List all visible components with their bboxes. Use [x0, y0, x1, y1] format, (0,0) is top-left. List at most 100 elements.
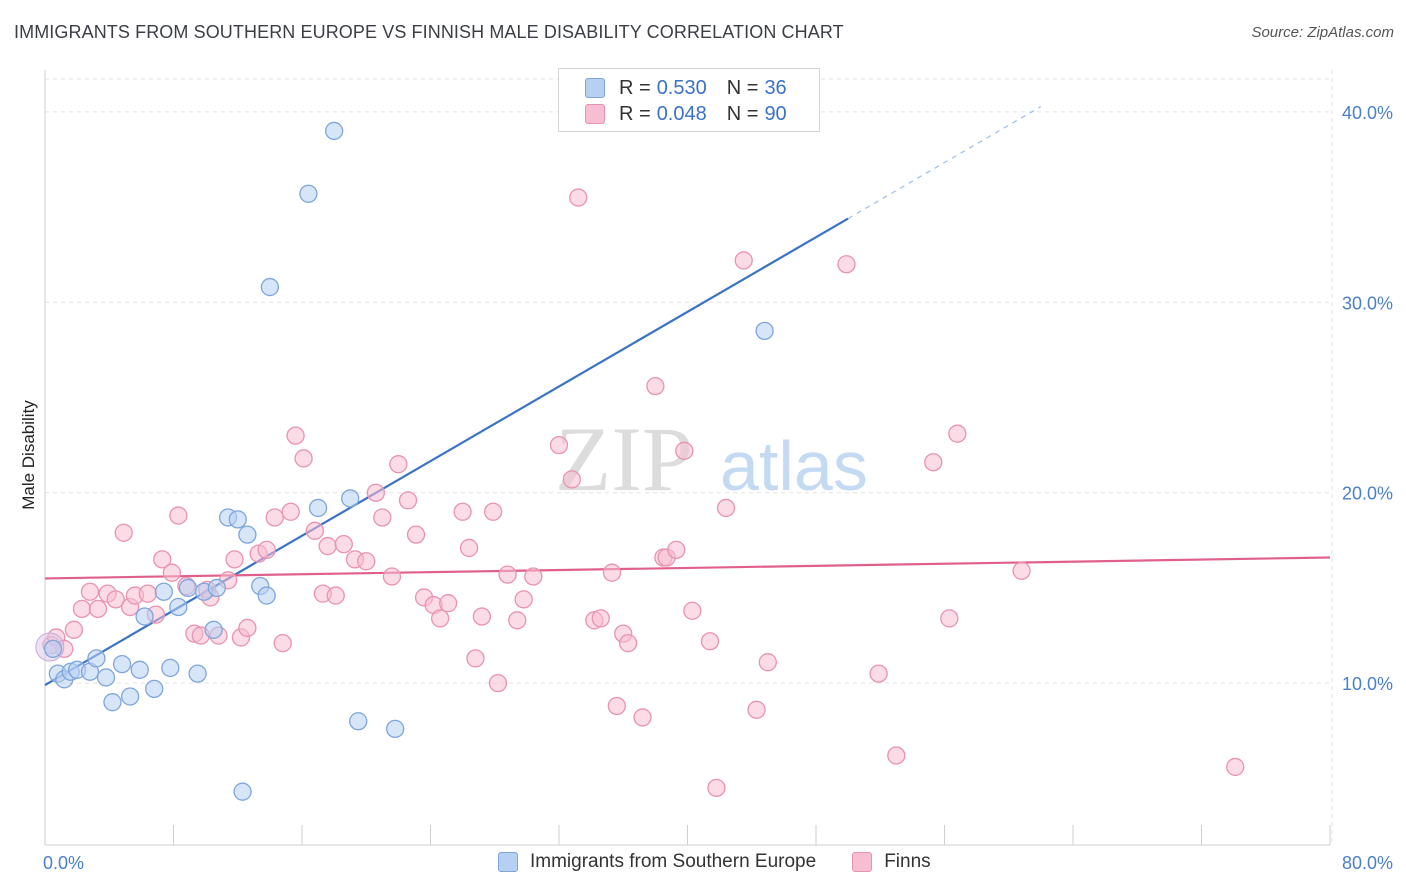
axes: [44, 70, 1331, 846]
data-point-finns: [138, 584, 157, 603]
data-point-finns: [466, 649, 485, 668]
watermark-atlas: atlas: [720, 427, 868, 505]
y-tick-label: 20.0%: [1342, 484, 1393, 504]
data-point-finns: [72, 599, 92, 619]
data-point-southern-europe: [324, 121, 344, 141]
chart-title: IMMIGRANTS FROM SOUTHERN EUROPE VS FINNI…: [14, 22, 844, 42]
legend-r-label: R =: [619, 76, 651, 99]
data-point-finns: [153, 550, 172, 569]
data-point-southern-europe: [257, 586, 276, 605]
correlation-legend: R = 0.530 N = 36 R = 0.048 N = 90: [558, 68, 820, 132]
data-point-southern-europe: [178, 578, 198, 598]
data-point-finns: [281, 502, 300, 521]
data-point-southern-europe: [130, 660, 149, 679]
data-point-southern-europe: [169, 597, 188, 617]
data-point-finns: [459, 538, 479, 558]
data-point-finns: [940, 609, 959, 628]
data-point-finns: [472, 607, 492, 626]
data-point-southern-europe: [386, 719, 405, 738]
data-point-finns: [508, 611, 527, 630]
y-tick-label: 40.0%: [1342, 103, 1393, 123]
data-point-finns: [273, 634, 292, 653]
tick-labels: 10.0% 20.0% 30.0% 40.0% 0.0% 80.0%: [43, 103, 1393, 873]
data-point-southern-europe: [238, 525, 257, 544]
data-point-finns: [667, 540, 686, 560]
data-point-finns: [837, 255, 856, 274]
data-point-finns: [80, 582, 100, 601]
data-point-finns: [758, 653, 777, 672]
data-point-finns: [591, 609, 610, 628]
data-point-finns: [549, 435, 569, 455]
data-point-finns: [602, 563, 622, 582]
data-point-southern-europe: [207, 578, 227, 598]
data-point-finns: [64, 620, 84, 639]
data-point-finns: [326, 586, 345, 605]
data-point-finns: [488, 673, 508, 693]
legend-r-value: 0.530: [656, 76, 707, 99]
data-point-southern-europe: [154, 582, 174, 601]
data-point-finns: [294, 449, 313, 468]
data-point-finns: [382, 567, 402, 586]
legend-n-value: 36: [764, 76, 787, 99]
data-point-finns: [716, 498, 736, 518]
series-legend-item-southern-europe[interactable]: Immigrants from Southern Europe: [498, 851, 816, 873]
data-point-finns: [430, 609, 450, 628]
data-point-finns: [607, 696, 626, 716]
series-legend-item-finns[interactable]: Finns: [852, 851, 931, 873]
legend-row-finns: R = 0.048 N = 90: [585, 101, 787, 127]
data-point-finns: [498, 565, 517, 584]
data-point-finns: [318, 536, 337, 556]
y-axis-label: Male Disability: [19, 400, 38, 510]
data-point-finns: [646, 376, 665, 396]
series-legend-label: Immigrants from Southern Europe: [530, 851, 817, 872]
series-legend-label: Finns: [884, 851, 931, 872]
data-point-finns: [869, 664, 888, 683]
data-point-finns: [265, 508, 284, 527]
data-point-finns: [562, 470, 581, 489]
legend-n-label: N =: [726, 76, 759, 99]
data-point-finns: [948, 424, 967, 443]
data-point-finns: [169, 506, 188, 525]
y-tick-label: 10.0%: [1342, 674, 1393, 694]
data-point-finns: [406, 525, 426, 544]
data-point-finns: [675, 441, 694, 460]
legend-r-label: R =: [619, 102, 651, 125]
data-point-finns: [707, 778, 726, 798]
y-tick-label: 30.0%: [1342, 293, 1393, 313]
data-point-southern-europe: [112, 654, 132, 674]
data-point-finns: [334, 534, 353, 554]
legend-r-value: 0.048: [656, 102, 707, 125]
data-point-southern-europe: [228, 510, 247, 529]
legend-swatch-pink: [852, 852, 873, 872]
data-point-finns: [389, 455, 408, 474]
legend-swatch-blue: [585, 78, 605, 98]
data-point-finns: [747, 700, 766, 719]
data-point-southern-europe: [188, 664, 207, 683]
data-point-finns: [373, 508, 392, 527]
data-point-finns: [286, 426, 305, 445]
data-point-finns: [114, 523, 133, 542]
data-point-finns: [524, 567, 543, 586]
data-point-southern-europe: [349, 712, 368, 731]
data-point-finns: [633, 708, 652, 727]
data-point-southern-europe: [120, 687, 140, 706]
data-point-southern-europe: [299, 184, 318, 203]
data-point-southern-europe: [43, 639, 63, 659]
data-point-finns: [924, 453, 943, 472]
data-point-southern-europe: [145, 679, 164, 699]
data-point-finns: [162, 563, 182, 582]
legend-swatch-blue: [498, 852, 518, 872]
x-tick-label: 0.0%: [43, 853, 84, 873]
data-point-finns: [257, 540, 276, 560]
data-point-finns: [483, 502, 503, 521]
data-point-finns: [88, 599, 108, 619]
trend-lines: [44, 106, 1331, 687]
data-point-finns: [1012, 561, 1031, 580]
data-point-finns: [618, 634, 638, 653]
data-point-finns: [453, 502, 472, 521]
data-point-finns: [366, 483, 386, 502]
southern-europe-points: [43, 121, 774, 801]
legend-n-value: 90: [764, 102, 787, 125]
trend-line-finns: [44, 556, 1331, 580]
data-point-finns: [514, 590, 533, 609]
